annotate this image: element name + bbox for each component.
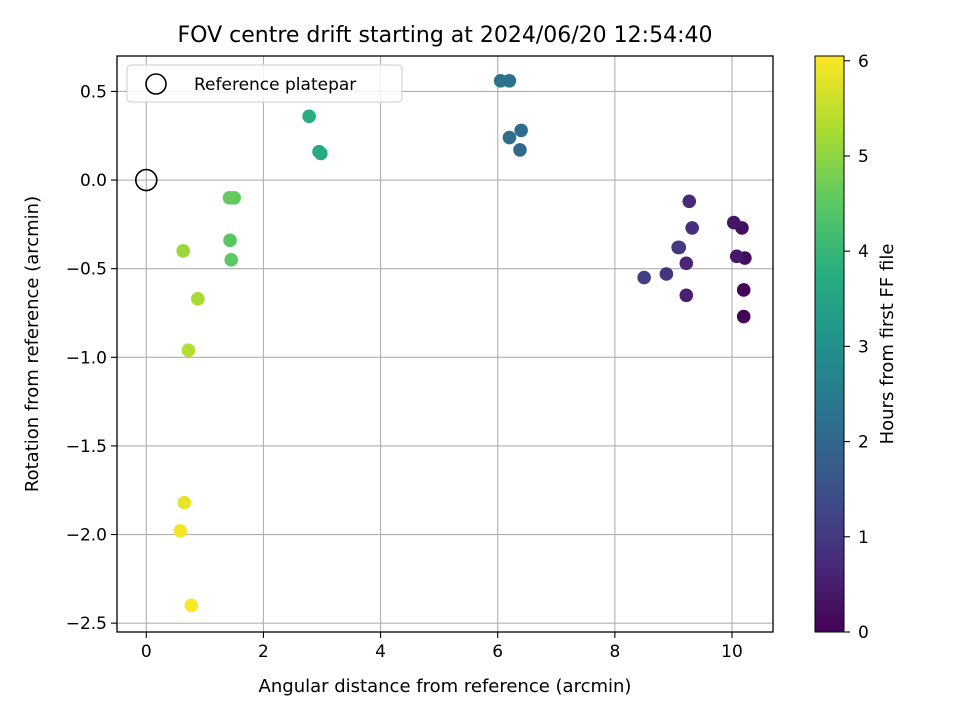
colorbar-tick-label: 6 [858,52,869,72]
scatter-point [679,288,694,303]
legend-marker-reference [145,73,167,95]
scatter-point [726,215,741,230]
x-tick-label: 4 [375,642,386,662]
scatter-point [184,598,199,613]
scatter-point [729,249,744,264]
chart-title: FOV centre drift starting at 2024/06/20 … [178,23,713,48]
x-axis-label: Angular distance from reference (arcmin) [259,676,632,697]
scatter-point [222,190,237,205]
scatter-point [685,221,699,235]
legend-box [126,64,403,103]
colorbar-ticks: 0 1 2 3 4 5 6 [844,52,869,643]
x-tick-label: 2 [258,642,269,662]
legend-label-reference: Reference platepar [194,75,356,95]
scatter-point [679,256,694,271]
y-axis-label: Rotation from reference (arcmin) [22,196,43,492]
scatter-point [181,343,196,358]
scatter-point [637,270,651,285]
legend: Reference platepar [126,64,403,103]
scatter-point [177,495,192,510]
plot-area-frame [116,55,774,633]
colorbar-label: Hours from first FF file [877,244,898,445]
scatter-point [223,233,237,248]
scatter-point [514,123,528,138]
colorbar-tick-label: 1 [858,528,869,548]
colorbar-gradient [814,55,845,633]
y-axis-ticks: 0.5 0.0 −0.5 −1.0 −1.5 −2.0 −2.5 [66,82,117,634]
y-tick-label: −2.5 [66,614,107,634]
scatter-point [302,109,316,124]
scatter-point [502,130,517,145]
scatter-point [736,309,751,324]
y-tick-label: −0.5 [66,260,107,280]
scatter-point [191,292,205,306]
x-tick-label: 8 [609,642,620,662]
x-tick-label: 6 [492,642,503,662]
scatter-point [659,267,674,281]
scatter-point [493,74,508,88]
colorbar-tick-label: 4 [858,242,869,262]
scatter-point [312,144,326,159]
colorbar-tick-label: 5 [858,147,869,167]
x-tick-label: 10 [721,642,743,662]
x-tick-label: 0 [141,642,152,662]
y-tick-label: −1.5 [66,437,107,457]
colorbar-tick-label: 3 [858,337,869,357]
y-tick-label: −1.0 [66,348,107,368]
scatter-point [736,283,751,297]
x-axis-ticks: 0 2 4 6 8 10 [141,632,743,662]
y-tick-label: −2.0 [66,526,107,546]
scatter-point [682,194,697,209]
y-tick-label: 0.5 [80,82,107,102]
y-tick-label: 0.0 [80,171,107,191]
scatter-point [173,524,188,538]
colorbar-tick-label: 2 [858,433,869,453]
colorbar: 0 1 2 3 4 5 6 Hours from first FF file [814,52,898,643]
reference-point-marker [134,168,158,192]
scatter-point [513,143,527,157]
data-points [134,74,752,613]
scatter-point [672,240,687,255]
grid-lines [117,56,773,632]
colorbar-tick-label: 0 [858,623,869,643]
scatter-point [176,244,190,258]
scatter-point [224,253,239,267]
